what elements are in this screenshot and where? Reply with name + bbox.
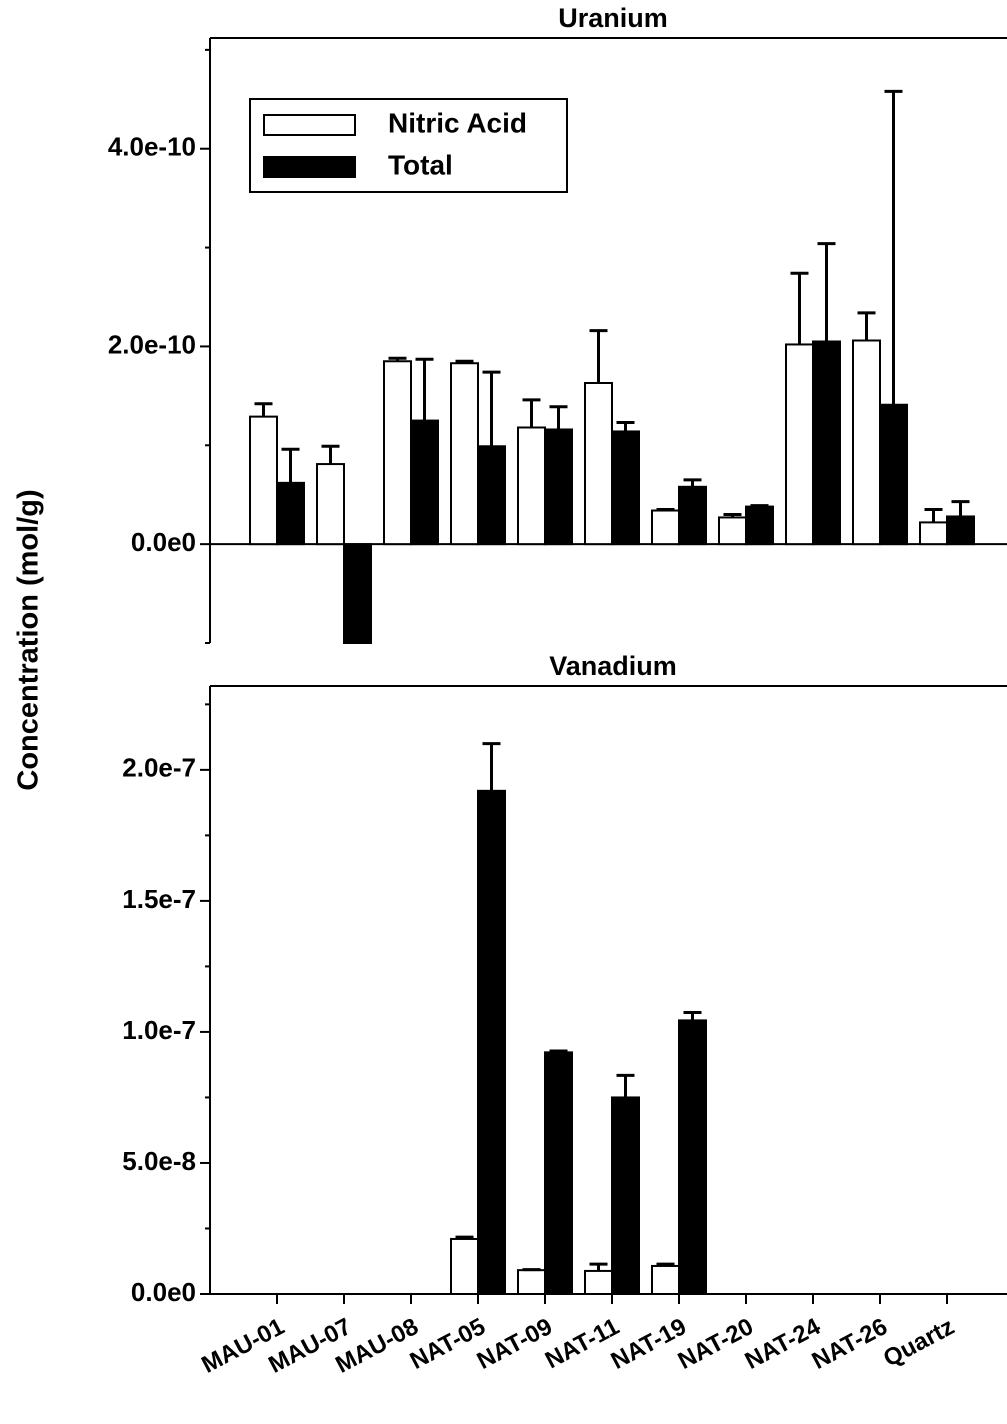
y-tick-label: 0.0e0 xyxy=(131,527,196,557)
legend-swatch xyxy=(263,156,356,178)
error-bar xyxy=(857,311,876,341)
error-bar xyxy=(683,478,702,487)
error-bar xyxy=(656,508,675,512)
bar xyxy=(812,340,841,546)
error-bar xyxy=(522,398,541,428)
y-axis-label: Concentration (mol/g) xyxy=(13,489,45,790)
error-bar xyxy=(522,1268,541,1272)
panel-title: Vanadium xyxy=(549,651,677,681)
bar xyxy=(544,428,573,546)
error-bar xyxy=(281,447,300,483)
bar xyxy=(745,505,774,546)
bar xyxy=(343,543,372,645)
bar xyxy=(611,430,640,546)
bar xyxy=(276,481,305,546)
bar xyxy=(477,445,506,546)
legend-label: Nitric Acid xyxy=(388,107,527,138)
bar xyxy=(785,343,814,546)
panel-title: Uranium xyxy=(558,3,668,33)
bar xyxy=(718,516,747,546)
y-tick-label: 2.0e-10 xyxy=(108,329,196,359)
bar xyxy=(584,1269,613,1296)
x-tick-label: NAT-20 xyxy=(674,1313,758,1375)
bar xyxy=(611,1096,640,1295)
x-tick-label: NAT-05 xyxy=(406,1313,490,1375)
y-tick-label: 5.0e-8 xyxy=(122,1146,196,1176)
error-bar xyxy=(817,242,836,342)
bar xyxy=(678,485,707,546)
error-bar xyxy=(951,500,970,517)
x-tick-label: NAT-26 xyxy=(808,1313,892,1375)
error-bar xyxy=(455,1235,474,1239)
error-bar xyxy=(549,405,568,430)
error-bar xyxy=(321,444,340,465)
bar xyxy=(678,1019,707,1296)
error-bar xyxy=(482,370,501,447)
y-tick-label: 4.0e-10 xyxy=(108,132,196,162)
bar xyxy=(584,382,613,546)
error-bar xyxy=(549,1049,568,1053)
bar xyxy=(919,521,948,546)
legend-swatch xyxy=(263,114,356,136)
error-bar xyxy=(616,421,635,432)
error-bar xyxy=(790,271,809,345)
y-tick-label: 1.5e-7 xyxy=(122,884,196,914)
error-bar xyxy=(589,329,608,384)
error-bar xyxy=(616,1073,635,1098)
error-bar xyxy=(455,359,474,364)
error-bar xyxy=(656,1262,675,1266)
bar xyxy=(316,463,345,546)
y-tick-label: 1.0e-7 xyxy=(122,1015,196,1045)
x-tick-label: Quartz xyxy=(879,1313,959,1373)
error-bar xyxy=(750,504,769,508)
error-bar xyxy=(723,512,742,518)
bar xyxy=(517,426,546,546)
x-tick-label: NAT-19 xyxy=(607,1313,691,1375)
x-tick-label: NAT-11 xyxy=(541,1313,624,1374)
bar xyxy=(651,509,680,546)
legend-label: Total xyxy=(388,149,453,180)
x-tick-label: NAT-24 xyxy=(741,1313,826,1375)
error-bar xyxy=(254,402,273,417)
y-tick-label: 2.0e-7 xyxy=(122,753,196,783)
bar xyxy=(852,339,881,546)
bar xyxy=(410,419,439,546)
error-bar xyxy=(415,357,434,421)
bar xyxy=(249,415,278,546)
bar xyxy=(450,362,479,546)
bar xyxy=(544,1051,573,1296)
bar xyxy=(450,1237,479,1296)
error-bar xyxy=(924,508,943,523)
error-bar xyxy=(589,1262,608,1271)
error-bar xyxy=(388,356,407,362)
error-bar xyxy=(884,89,903,405)
x-tick-label: NAT-09 xyxy=(473,1313,557,1375)
bar xyxy=(517,1269,546,1296)
error-bar xyxy=(482,742,501,791)
bar xyxy=(879,403,908,546)
bar xyxy=(383,360,412,546)
bar xyxy=(651,1264,680,1295)
y-tick-label: 0.0e0 xyxy=(131,1277,196,1307)
bar xyxy=(477,789,506,1295)
error-bar xyxy=(683,1011,702,1021)
bar xyxy=(946,515,975,546)
